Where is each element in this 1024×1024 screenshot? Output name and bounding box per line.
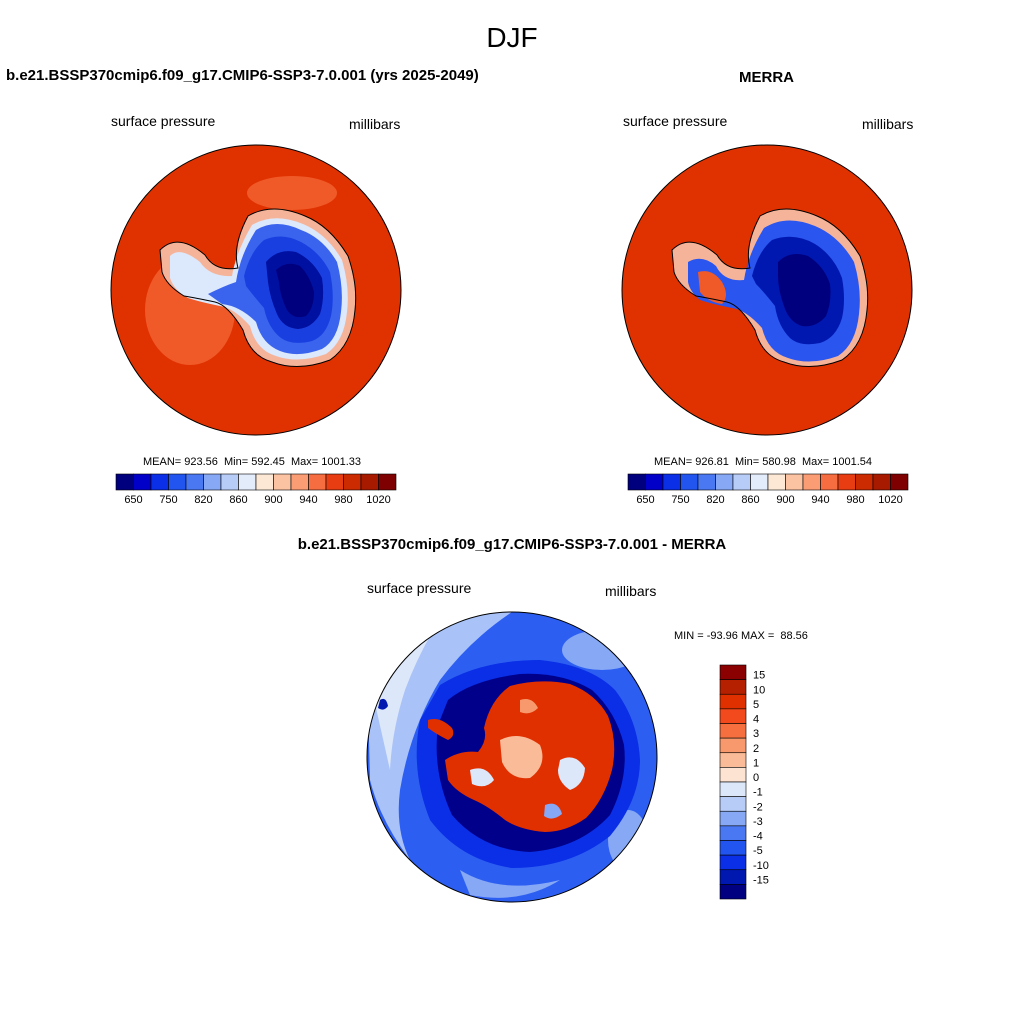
- colorbar-model-swatch: [378, 473, 397, 491]
- colorbar-model-swatch: [290, 473, 309, 491]
- colorbar-difference-swatch: [719, 884, 747, 900]
- colorbar-model-tick-label: 980: [334, 494, 352, 506]
- colorbar-merra-tick-label: 820: [706, 494, 724, 506]
- colorbar-merra-swatch: [820, 473, 839, 491]
- colorbar-difference-swatch: [719, 708, 747, 724]
- map-merra-surface-pressure: [622, 145, 912, 435]
- colorbar-difference-tick-label: -4: [753, 831, 763, 843]
- panel-2-title: MERRA: [739, 69, 794, 86]
- colorbar-merra-swatch: [750, 473, 769, 491]
- colorbar-difference-swatch: [719, 810, 747, 827]
- colorbar-merra-swatch: [837, 473, 856, 491]
- colorbar-difference-tick-label: 15: [753, 670, 765, 682]
- colorbar-merra-tick-label: 860: [741, 494, 759, 506]
- colorbar-difference-swatch: [719, 767, 747, 783]
- colorbar-model-tick-label: 820: [194, 494, 212, 506]
- panel-2-stats: MEAN= 926.81 Min= 580.98 Max= 1001.54: [654, 456, 873, 468]
- colorbar-model-swatch: [168, 473, 187, 491]
- colorbar-merra-tick-label: 940: [811, 494, 829, 506]
- colorbar-difference-tick-label: 3: [753, 728, 759, 740]
- colorbar-difference-swatch: [719, 737, 747, 754]
- panel-1-title: b.e21.BSSP370cmip6.f09_g17.CMIP6-SSP3-7.…: [6, 67, 479, 84]
- colorbar-merra-swatch: [890, 473, 909, 491]
- colorbar-merra-swatch: [872, 473, 891, 491]
- colorbar-model-swatch: [133, 473, 152, 491]
- colorbar-difference-swatch: [719, 723, 747, 739]
- colorbar-merra-swatch: [732, 473, 751, 491]
- panel-3-title: b.e21.BSSP370cmip6.f09_g17.CMIP6-SSP3-7.…: [297, 536, 727, 553]
- panel-3-units: millibars: [605, 583, 657, 599]
- colorbar-merra: 650 750 820 860 900 940 980 1020: [627, 473, 909, 506]
- colorbar-difference-tick-label: 1: [753, 757, 759, 769]
- colorbar-difference-tick-label: -2: [753, 801, 763, 813]
- colorbar-difference-swatch: [719, 781, 747, 797]
- panel-1-field-label: surface pressure: [111, 113, 216, 129]
- colorbar-model-tick-label: 860: [229, 494, 247, 506]
- map-difference-surface-pressure: [367, 612, 657, 902]
- colorbar-merra-tick-label: 900: [776, 494, 794, 506]
- colorbar-model-swatch: [150, 473, 169, 491]
- colorbar-difference-tick-label: 4: [753, 714, 759, 726]
- colorbar-merra-swatch: [697, 473, 716, 491]
- colorbar-merra-tick-label: 1020: [878, 494, 902, 506]
- colorbar-model-tick-label: 900: [264, 494, 282, 506]
- panel-2-units: millibars: [862, 116, 914, 132]
- colorbar-merra-swatch: [680, 473, 699, 491]
- colorbar-merra-tick-label: 650: [636, 494, 654, 506]
- colorbar-merra-swatch: [715, 473, 734, 491]
- colorbar-model-swatch: [308, 473, 327, 491]
- colorbar-model-tick-label: 650: [124, 494, 142, 506]
- colorbar-difference-swatch: [719, 869, 747, 885]
- colorbar-model-swatch: [185, 473, 204, 491]
- colorbar-merra-swatch: [645, 473, 664, 491]
- colorbar-difference-tick-label: 0: [753, 772, 759, 784]
- colorbar-model-swatch: [203, 473, 222, 491]
- panel-3-field-label: surface pressure: [367, 580, 472, 596]
- colorbar-model-swatch: [273, 473, 292, 491]
- panel-3-stats: MIN = -93.96 MAX = 88.56: [674, 630, 808, 642]
- colorbar-difference-tick-label: -10: [753, 860, 769, 872]
- colorbar-model-swatch: [220, 473, 239, 491]
- colorbar-model-swatch: [343, 473, 362, 491]
- colorbar-model-swatch: [115, 473, 134, 491]
- colorbar-merra-swatch: [855, 473, 874, 491]
- colorbar-merra-swatch: [767, 473, 786, 491]
- colorbar-difference-swatch: [719, 693, 747, 710]
- colorbar-merra-tick-label: 980: [846, 494, 864, 506]
- colorbar-merra-swatch: [802, 473, 821, 491]
- colorbar-difference-swatch: [719, 796, 747, 812]
- colorbar-model-swatch: [360, 473, 379, 491]
- panel-1-stats: MEAN= 923.56 Min= 592.45 Max= 1001.33: [143, 456, 362, 468]
- colorbar-difference-tick-label: 5: [753, 699, 759, 711]
- colorbar-difference-swatch: [719, 840, 747, 856]
- colorbar-model-swatch: [325, 473, 344, 491]
- colorbar-model-tick-label: 750: [159, 494, 177, 506]
- colorbar-difference-tick-label: -1: [753, 787, 763, 799]
- colorbar-model: 650 750 820 860 900 940 980 1020: [115, 473, 397, 506]
- colorbar-difference-tick-label: 2: [753, 743, 759, 755]
- colorbar-difference-tick-label: -5: [753, 845, 763, 857]
- map-model-surface-pressure: [111, 145, 401, 435]
- colorbar-merra-swatch: [785, 473, 804, 491]
- colorbar-model-swatch: [238, 473, 257, 491]
- colorbar-model-tick-label: 1020: [366, 494, 390, 506]
- colorbar-difference-swatch: [719, 854, 747, 871]
- colorbar-difference-swatch: [719, 679, 747, 695]
- colorbar-difference-tick-label: -3: [753, 816, 763, 828]
- colorbar-model-swatch: [255, 473, 274, 491]
- colorbar-difference-swatch: [719, 825, 747, 841]
- colorbar-merra-tick-label: 750: [671, 494, 689, 506]
- panel-2-field-label: surface pressure: [623, 113, 728, 129]
- figure-title: DJF: [486, 22, 538, 53]
- colorbar-merra-swatch: [662, 473, 681, 491]
- panel-1-units: millibars: [349, 116, 401, 132]
- colorbar-difference-tick-label: -15: [753, 874, 769, 886]
- colorbar-difference-swatch: [719, 752, 747, 768]
- colorbar-merra-swatch: [627, 473, 646, 491]
- colorbar-difference-tick-label: 10: [753, 684, 765, 696]
- colorbar-difference-swatch: [719, 664, 747, 680]
- colorbar-model-tick-label: 940: [299, 494, 317, 506]
